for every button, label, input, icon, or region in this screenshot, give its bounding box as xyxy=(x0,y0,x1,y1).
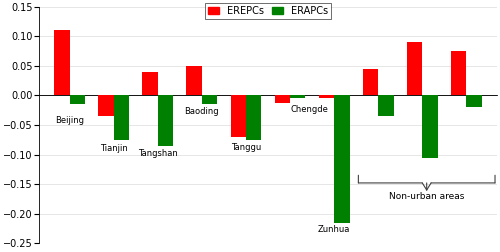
Bar xyxy=(334,96,349,223)
Bar xyxy=(466,96,482,107)
Bar xyxy=(202,96,218,104)
Legend: EREPCs, ERAPCs: EREPCs, ERAPCs xyxy=(204,3,332,19)
Text: Tanggu: Tanggu xyxy=(231,143,261,152)
Bar xyxy=(158,96,173,146)
Bar xyxy=(230,96,246,137)
Bar xyxy=(422,96,438,158)
Bar xyxy=(54,30,70,96)
Bar xyxy=(114,96,129,140)
Bar xyxy=(142,72,158,96)
Text: Non-urban areas: Non-urban areas xyxy=(389,192,464,201)
Text: Tianjin: Tianjin xyxy=(100,144,128,153)
Bar xyxy=(407,42,422,96)
Bar xyxy=(290,96,306,98)
Bar xyxy=(186,66,202,96)
Bar xyxy=(378,96,394,116)
Text: Beijing: Beijing xyxy=(55,116,84,125)
Bar xyxy=(451,51,466,96)
Bar xyxy=(274,96,290,103)
Bar xyxy=(70,96,85,104)
Text: Chengde: Chengde xyxy=(290,106,328,114)
Bar xyxy=(246,96,262,140)
Bar xyxy=(318,96,334,98)
Text: Baoding: Baoding xyxy=(184,107,219,116)
Bar xyxy=(363,70,378,96)
Text: Tangshan: Tangshan xyxy=(138,149,177,158)
Bar xyxy=(98,96,114,116)
Text: Zunhua: Zunhua xyxy=(318,226,350,235)
